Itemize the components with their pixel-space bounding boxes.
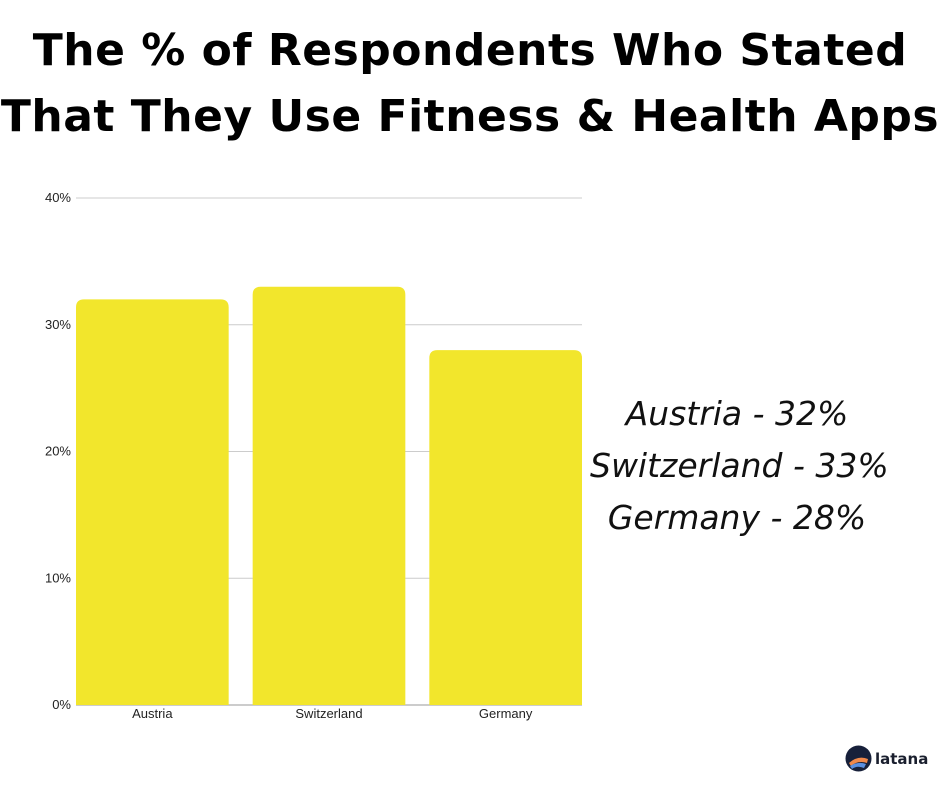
y-tick-label: 0% [52, 697, 71, 712]
x-tick-label: Germany [479, 706, 533, 721]
latana-logo-icon [845, 745, 872, 772]
chart-title-line: The % of Respondents Who Stated [32, 25, 908, 76]
y-tick-label: 20% [45, 444, 71, 459]
bar [76, 299, 229, 705]
value-annotations: Austria - 32% Switzerland - 33% Germany … [590, 388, 889, 544]
x-tick-label: Austria [132, 706, 173, 721]
x-tick-label: Switzerland [295, 706, 362, 721]
bar [429, 350, 582, 705]
y-tick-label: 40% [45, 190, 71, 205]
bar [252, 286, 406, 705]
annotation-germany: Germany - 28% [607, 498, 867, 537]
chart-title-line: That They Use Fitness & Health Apps [0, 91, 940, 142]
chart-title: The % of Respondents Who Stated That The… [0, 18, 940, 150]
annotation-switzerland: Switzerland - 33% [590, 446, 889, 485]
annotation-austria: Austria - 32% [625, 394, 849, 433]
brand-logo: latana [845, 745, 928, 772]
y-tick-label: 30% [45, 317, 71, 332]
y-tick-label: 10% [45, 570, 71, 585]
brand-name: latana [875, 749, 929, 768]
